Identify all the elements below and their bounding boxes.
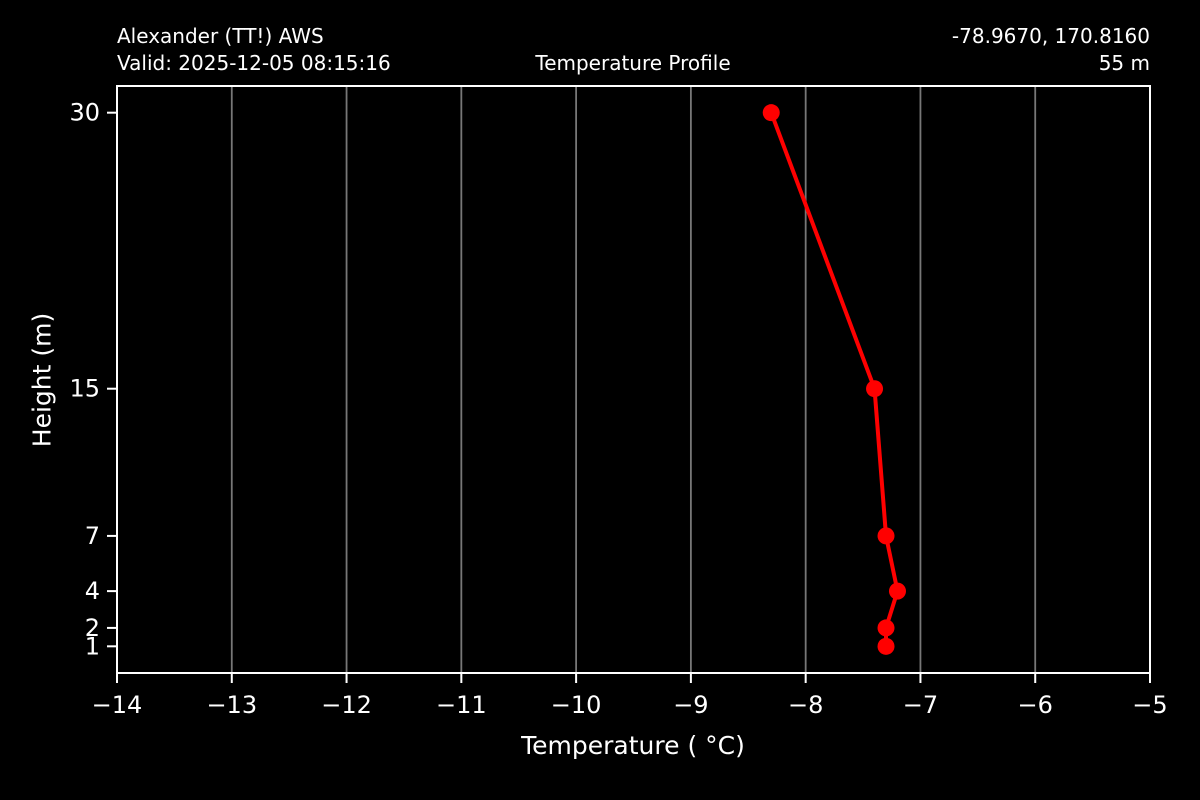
y-tick-label: 7 [85, 522, 100, 550]
plot-title: Temperature Profile [535, 51, 731, 75]
x-tick-label: −6 [1018, 691, 1053, 719]
data-point-marker [877, 619, 895, 637]
y-tick-label: 1 [85, 632, 100, 660]
y-axis-label: Height (m) [27, 312, 57, 448]
y-tick-label: 4 [85, 577, 100, 605]
x-tick-label: −13 [206, 691, 257, 719]
x-tick-label: −9 [673, 691, 708, 719]
x-tick-label: −11 [436, 691, 487, 719]
x-tick-label: −5 [1132, 691, 1167, 719]
valid-timestamp: Valid: 2025-12-05 08:15:16 [117, 51, 391, 75]
station-coordinates: -78.9670, 170.8160 [951, 24, 1150, 48]
x-axis-label: Temperature ( °C) [521, 731, 745, 760]
y-tick-label: 15 [69, 375, 100, 403]
x-tick-label: −7 [903, 691, 938, 719]
data-point-marker [888, 582, 906, 600]
plot-spine [116, 85, 1151, 674]
data-point-marker [762, 104, 780, 122]
x-tick-label: −10 [551, 691, 602, 719]
x-tick-label: −14 [92, 691, 143, 719]
station-name: Alexander (TT!) AWS [117, 24, 324, 48]
data-point-marker [866, 380, 884, 398]
temperature-line [769, 110, 900, 649]
data-point-marker [877, 637, 895, 655]
station-elevation: 55 m [1098, 51, 1150, 75]
y-tick-label: 30 [69, 99, 100, 127]
data-point-marker [877, 527, 895, 545]
y-tick-label: 2 [85, 614, 100, 642]
x-tick-label: −8 [788, 691, 823, 719]
x-tick-label: −12 [321, 691, 372, 719]
